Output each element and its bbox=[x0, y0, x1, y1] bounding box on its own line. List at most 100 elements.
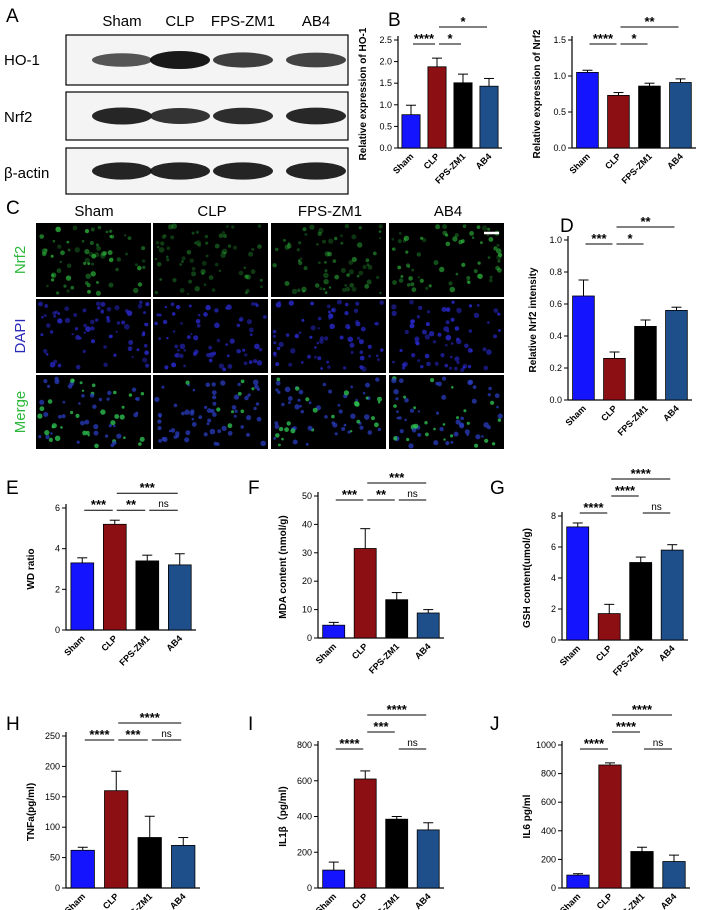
if-cell bbox=[497, 312, 501, 316]
if-cell bbox=[287, 242, 291, 246]
if-cell bbox=[396, 410, 399, 413]
if-cell bbox=[456, 307, 462, 314]
chart-panel-b-nrf2: 0.0 0.5 1.0 1.5 Relative expression of Nrf2 S… bbox=[532, 14, 696, 186]
if-cell bbox=[57, 363, 62, 368]
if-cell bbox=[295, 386, 300, 391]
if-cell bbox=[404, 418, 407, 422]
if-cell bbox=[204, 405, 208, 409]
if-cell bbox=[116, 257, 122, 262]
if-cell bbox=[106, 397, 110, 401]
if-cell bbox=[181, 260, 184, 263]
if-cell bbox=[177, 348, 180, 352]
if-cell bbox=[179, 343, 186, 349]
if-cell bbox=[197, 243, 202, 248]
if-cell bbox=[233, 245, 237, 250]
if-cell bbox=[410, 282, 415, 287]
if-cell bbox=[318, 227, 324, 234]
if-cell bbox=[304, 232, 308, 236]
if-cell bbox=[276, 346, 281, 351]
if-cell bbox=[179, 353, 184, 359]
if-cell bbox=[332, 259, 337, 263]
y-axis-label: GSH content(umol/g) bbox=[522, 528, 533, 628]
if-cell bbox=[81, 394, 85, 398]
if-cell bbox=[98, 397, 103, 402]
if-cell bbox=[191, 417, 195, 421]
if-cell bbox=[85, 326, 91, 332]
if-cell bbox=[345, 286, 351, 292]
sig-label: ns bbox=[161, 729, 172, 740]
sig-label: ns bbox=[653, 738, 664, 749]
if-cell bbox=[220, 380, 226, 386]
if-cell bbox=[446, 330, 450, 333]
if-cell bbox=[445, 307, 451, 312]
sig-label: **** bbox=[339, 736, 360, 751]
if-cell bbox=[367, 430, 373, 435]
category-label: FPS-ZM1 bbox=[117, 633, 151, 667]
if-cell bbox=[360, 326, 366, 332]
if-cell bbox=[297, 398, 301, 402]
bar bbox=[566, 874, 590, 889]
if-cell bbox=[186, 335, 191, 339]
if-cell bbox=[341, 427, 346, 431]
y-tick-label: 1.0 bbox=[549, 235, 562, 245]
if-cell bbox=[350, 430, 353, 433]
if-cell bbox=[275, 380, 281, 386]
if-cell bbox=[64, 317, 71, 324]
y-tick-label: 30 bbox=[302, 548, 312, 558]
if-cell bbox=[308, 401, 312, 405]
if-cell bbox=[309, 224, 315, 230]
if-cell bbox=[57, 244, 62, 249]
if-cell bbox=[283, 239, 286, 242]
if-cell bbox=[140, 392, 145, 396]
if-cell bbox=[461, 262, 466, 267]
if-cell bbox=[80, 420, 85, 426]
if-cell bbox=[227, 364, 233, 369]
if-cell bbox=[104, 434, 109, 438]
if-cell bbox=[160, 241, 165, 246]
if-cell bbox=[211, 382, 216, 387]
if-cell bbox=[254, 343, 260, 350]
y-tick-label: 10 bbox=[302, 605, 312, 615]
if-cell bbox=[391, 377, 397, 384]
if-cell bbox=[91, 253, 97, 259]
if-cell bbox=[56, 291, 60, 295]
bar bbox=[385, 599, 409, 639]
if-cell bbox=[257, 244, 262, 249]
if-cell bbox=[466, 279, 470, 284]
if-cell bbox=[70, 378, 75, 384]
if-cell bbox=[392, 280, 397, 285]
if-cell bbox=[51, 425, 55, 429]
if-cell bbox=[306, 354, 312, 359]
if-cell bbox=[103, 345, 107, 349]
if-cell bbox=[135, 397, 138, 401]
sig-label: ns bbox=[407, 489, 418, 500]
if-cell bbox=[391, 310, 397, 316]
if-cell bbox=[184, 409, 190, 415]
if-cell bbox=[377, 401, 381, 404]
if-cell bbox=[497, 329, 501, 332]
bar bbox=[634, 325, 657, 401]
if-cell bbox=[291, 288, 298, 295]
if-cell bbox=[496, 248, 502, 254]
if-cell bbox=[397, 265, 402, 270]
if-cell bbox=[351, 286, 357, 292]
if-cell bbox=[445, 320, 450, 325]
if-cell bbox=[328, 317, 331, 320]
if-cell bbox=[405, 250, 409, 254]
if-cell bbox=[96, 246, 101, 251]
if-cell bbox=[476, 225, 481, 230]
if-cell bbox=[172, 330, 176, 333]
y-tick-label: 800 bbox=[297, 740, 312, 750]
if-cell bbox=[53, 314, 57, 318]
if-cell bbox=[51, 278, 55, 282]
if-cell bbox=[106, 307, 112, 312]
if-cell bbox=[395, 397, 399, 401]
if-cell bbox=[195, 240, 201, 246]
if-cell bbox=[156, 262, 162, 267]
if-cell bbox=[344, 284, 348, 287]
category-label: Sham bbox=[568, 151, 592, 175]
if-cell bbox=[366, 263, 370, 267]
sig-label: **** bbox=[583, 500, 604, 515]
sig-label: ** bbox=[376, 487, 387, 502]
if-cell bbox=[456, 416, 459, 420]
